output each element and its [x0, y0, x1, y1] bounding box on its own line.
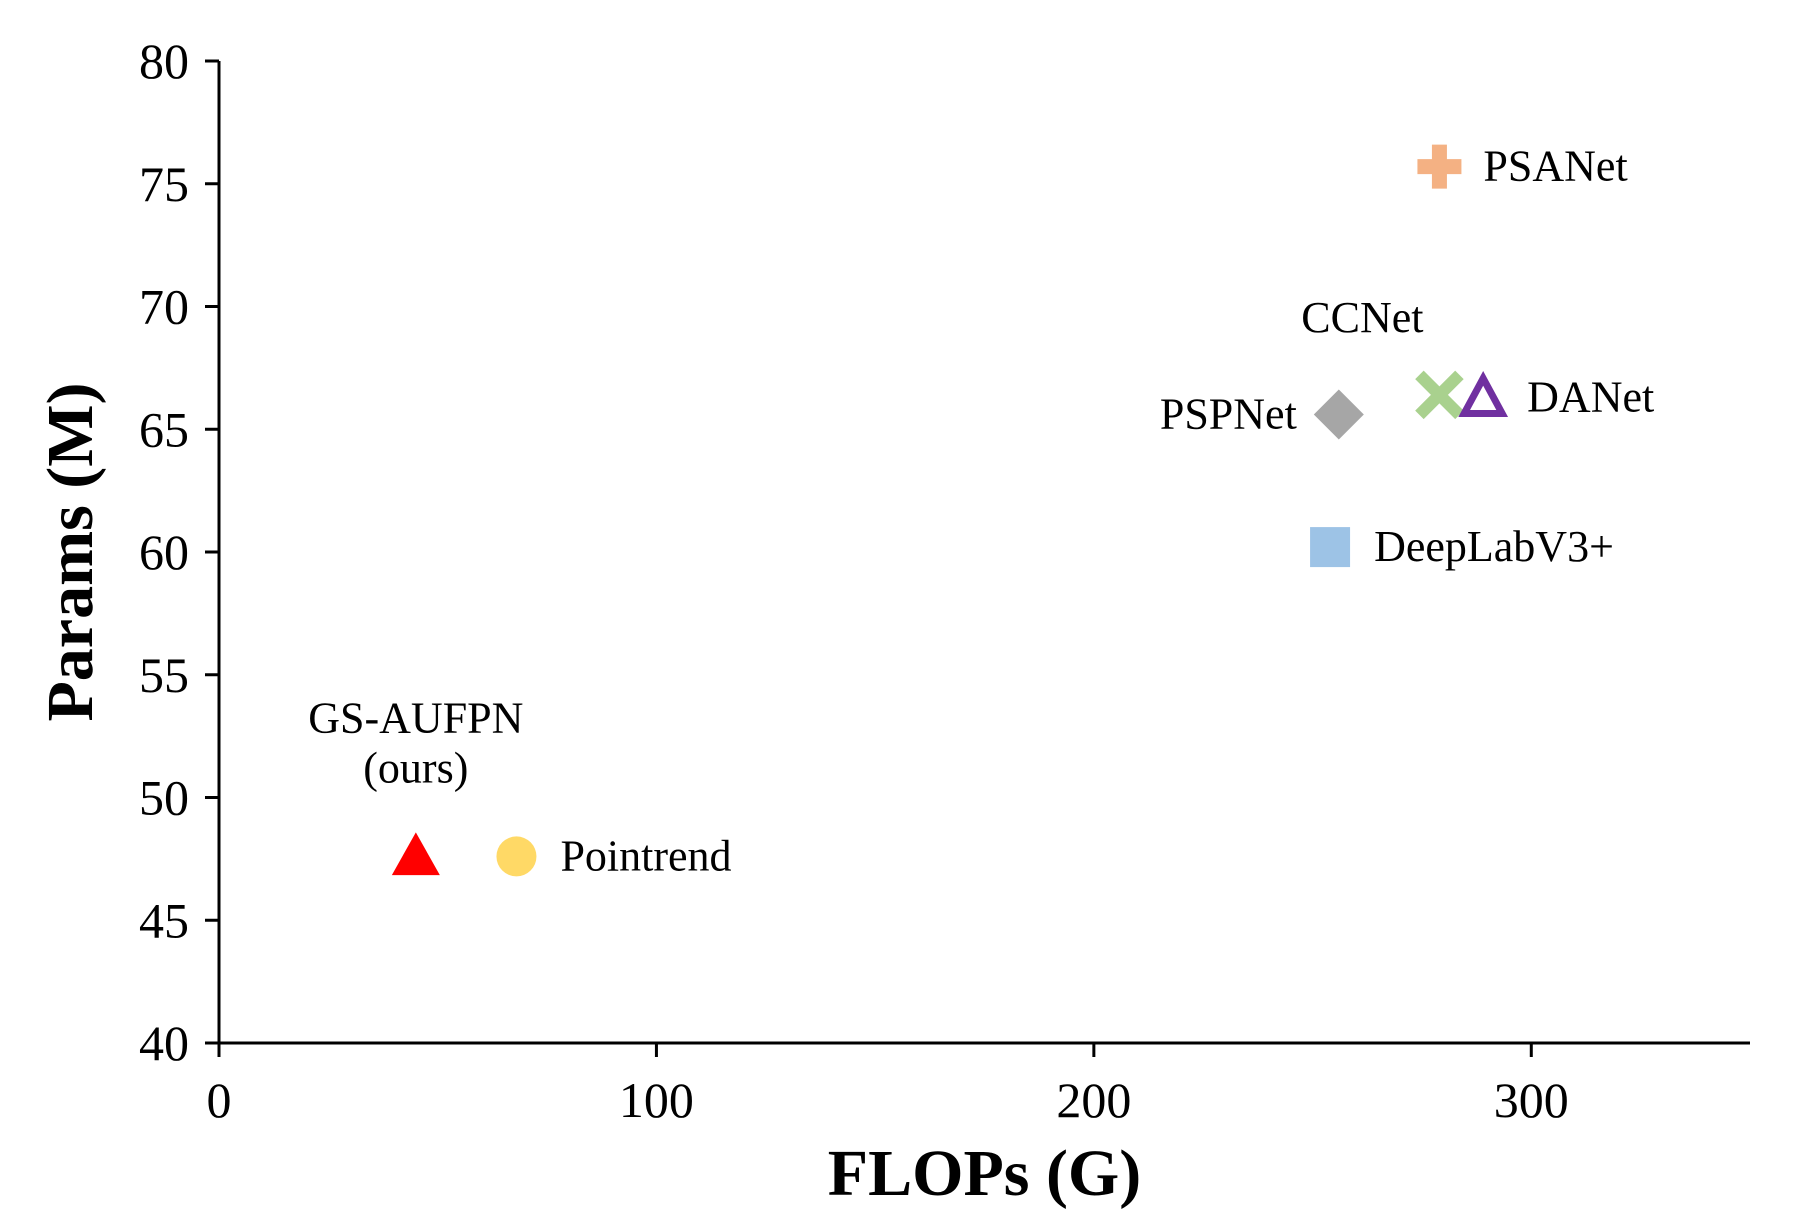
- marker-gs-aufpn: [391, 832, 440, 876]
- x-tick-label: 0: [207, 1072, 232, 1128]
- x-tick-label: 100: [619, 1072, 694, 1128]
- label-ccnet: CCNet: [1301, 293, 1423, 342]
- label-gs-aufpn: GS-AUFPN (ours): [308, 693, 523, 792]
- marker-psanet: [1417, 144, 1462, 189]
- marker-danet: [1458, 370, 1509, 417]
- x-tick-label: 200: [1056, 1072, 1131, 1128]
- y-tick-label: 50: [139, 770, 189, 826]
- marker-pointrend: [496, 836, 537, 877]
- label-pointrend: Pointrend: [560, 831, 731, 880]
- y-tick-label: 65: [139, 401, 189, 457]
- y-tick-label: 75: [139, 156, 189, 212]
- marker-pspnet: [1313, 389, 1364, 440]
- y-tick-label: 60: [139, 524, 189, 580]
- label-deeplabv3: DeepLabV3+: [1374, 522, 1614, 571]
- x-axis-title: FLOPs (G): [828, 1137, 1141, 1210]
- label-psanet: PSANet: [1483, 142, 1627, 191]
- ticks: 40 45 50 55 60 65 70 75 80 0 100 200 300: [139, 33, 1569, 1128]
- y-tick-label: 55: [139, 647, 189, 703]
- marker-deeplabv3: [1310, 527, 1351, 568]
- marker-ccnet: [1415, 370, 1464, 420]
- y-axis-title: Params (M): [34, 382, 107, 721]
- y-tick-label: 40: [139, 1015, 189, 1071]
- y-tick-label: 45: [139, 892, 189, 948]
- data-labels: GS-AUFPN (ours) Pointrend PSANet CCNet DANet P…: [308, 142, 1654, 881]
- label-pspnet: PSPNet: [1160, 390, 1297, 439]
- y-tick-label: 80: [139, 33, 189, 89]
- data-points: [391, 144, 1509, 877]
- x-tick-label: 300: [1494, 1072, 1569, 1128]
- y-tick-label: 70: [139, 279, 189, 335]
- label-danet: DANet: [1527, 372, 1654, 421]
